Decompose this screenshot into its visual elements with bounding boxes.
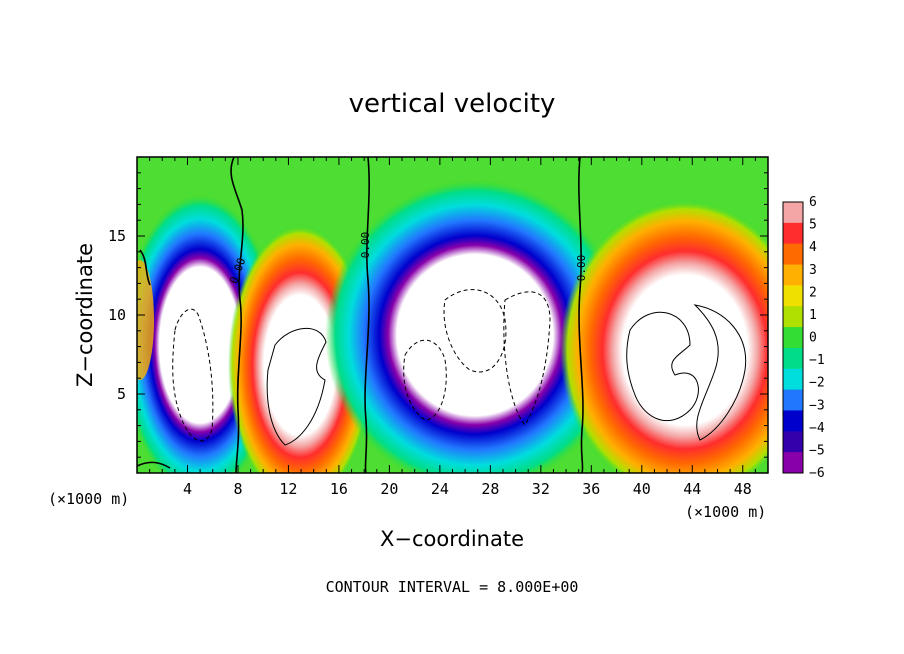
x-tick-label: 36 [582,480,600,498]
colorbar-swatch [783,368,803,391]
colorbar-label: 4 [809,240,817,255]
downdraft-cell-center [325,180,625,473]
positive-contour [626,311,699,422]
x-tick-label: 16 [330,480,348,498]
negative-contour [403,339,447,421]
y-axis-label: Z−coordinate [73,243,97,387]
colorbar: 6 5 4 3 2 1 0 −1 −2 −3 −4 −5 −6 [782,195,825,481]
x-axis-label: X−coordinate [380,527,524,551]
zero-contours [137,157,584,473]
x-tick-label: 28 [481,480,499,498]
x-tick-label: 12 [279,480,297,498]
colorbar-label: 6 [809,195,817,210]
colorbar-swatch [783,327,803,349]
colorbar-label: 0 [809,331,817,346]
edge-updraft [137,260,154,380]
colorbar-swatch [783,202,803,224]
x-tick-label: 32 [532,480,550,498]
x-unit-label-right: (×1000 m) [685,503,766,521]
contour-label: 0.00 [359,232,372,259]
colorbar-swatch [783,243,803,266]
colorbar-label: −5 [809,443,825,458]
colorbar-label: −2 [809,376,825,391]
contour-label: 0.00 [575,255,588,282]
colorbar-swatch [783,389,803,411]
contour-interval-note: CONTOUR INTERVAL = 8.000E+00 [326,578,579,596]
x-tick-label: 8 [233,480,242,498]
y-axis-ticks: 5 10 15 [108,172,768,458]
colorbar-label: −3 [809,398,825,413]
colorbar-swatch [783,285,803,307]
y-tick-label: 10 [108,306,126,324]
colorbar-label: 1 [809,308,817,323]
negative-contour [503,291,551,426]
x-tick-label: 4 [183,480,192,498]
colorbar-swatch [783,452,803,474]
colorbar-label: 3 [809,263,817,278]
updraft-cell-right [560,200,768,473]
colorbar-label: −6 [809,466,825,481]
x-tick-label: 24 [431,480,449,498]
x-unit-label-left: (×1000 m) [48,490,129,508]
colorbar-label: 5 [809,218,817,233]
colorbar-swatch [783,222,803,245]
colorbar-swatch [783,264,803,286]
zero-contour-line [578,157,584,473]
negative-contour [172,308,214,442]
colorbar-label: 2 [809,285,817,300]
colorbar-frame [782,201,804,474]
zero-contour-line [364,157,370,473]
y-tick-label: 15 [108,227,126,245]
colorbar-swatch [783,306,803,328]
colorbar-swatch [783,431,803,453]
x-tick-label: 48 [734,480,752,498]
positive-contour [266,327,327,446]
zero-contour-line [137,461,171,469]
colorbar-label: −1 [809,353,825,368]
x-tick-label: 40 [633,480,651,498]
negative-contour [443,289,507,373]
x-tick-label: 44 [683,480,701,498]
plot-area: 0.00 0.00 0.00 4 8 12 16 20 24 28 32 36 40 44 48 51… [108,156,769,498]
zero-contour-line [139,249,151,286]
zero-contour-line [230,157,244,473]
colorbar-label: −4 [809,421,825,436]
colorbar-swatch [783,347,803,370]
x-tick-label: 20 [380,480,398,498]
y-tick-label: 5 [117,385,126,403]
colorbar-swatch [783,410,803,432]
value-contours [172,289,747,446]
positive-contour [693,304,747,441]
chart-title: vertical velocity [349,89,556,119]
x-axis-ticks: 4 8 12 16 20 24 28 32 36 40 44 48 [149,157,756,498]
field-layer [137,180,768,473]
